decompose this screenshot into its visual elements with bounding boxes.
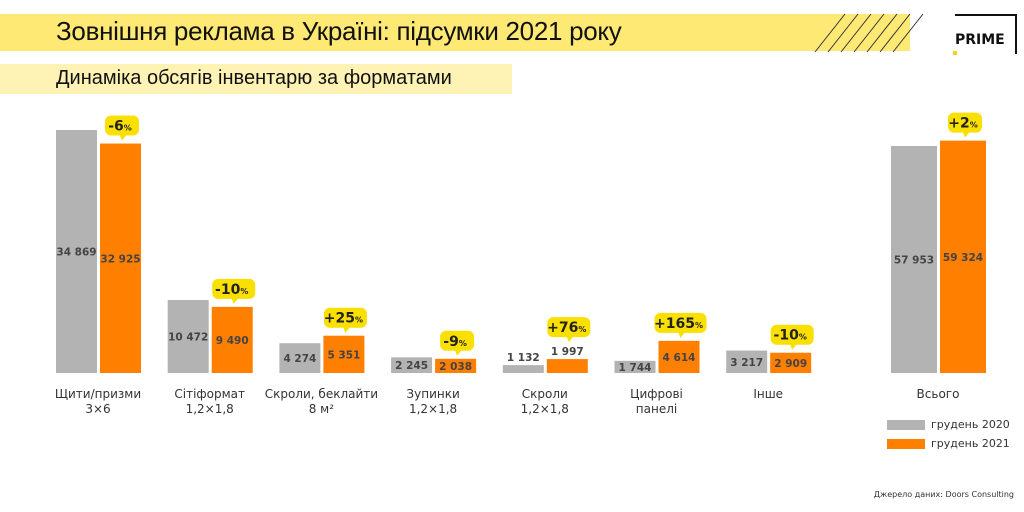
legend-swatch-2020 xyxy=(887,419,925,430)
logo-frame xyxy=(955,14,1017,54)
change-4-label: +76% xyxy=(547,320,586,336)
bar-2020-6 xyxy=(726,350,768,373)
change-2-bubble xyxy=(323,307,367,333)
page-title: Зовнішня реклама в Україні: підсумки 202… xyxy=(56,16,622,46)
change-6-label: -10% xyxy=(774,328,807,344)
legend-label-2021: грудень 2021 xyxy=(931,437,1010,450)
change-6-bubble xyxy=(770,324,814,350)
change-1-bubble xyxy=(212,278,256,304)
bar-2020-5 xyxy=(614,360,656,373)
bar-2020-4-value: 1 132 xyxy=(507,352,540,364)
bar-2021-6-value: 2 909 xyxy=(774,358,807,370)
change-total-bubble xyxy=(948,112,982,138)
category-sublabel-0: 3×6 xyxy=(85,402,110,416)
category-sublabel-3: 1,2×1,8 xyxy=(409,402,457,416)
subtitle-band xyxy=(0,64,512,94)
legend-item-2021: грудень 2021 xyxy=(887,437,1010,450)
change-5-bubble xyxy=(654,312,707,338)
category-sublabel-2: 8 м² xyxy=(309,402,335,416)
category-label-5: Цифрові xyxy=(630,387,683,401)
category-label-1: Сітіформат xyxy=(174,387,245,401)
bar-2020-3 xyxy=(391,357,433,373)
category-sublabel-1: 1,2×1,8 xyxy=(186,402,234,416)
category-label-6: Інше xyxy=(753,387,783,401)
bar-2020-6-value: 3 217 xyxy=(730,357,763,369)
bar-2021-6 xyxy=(770,352,812,373)
bar-2020-0-value: 34 869 xyxy=(56,247,96,259)
source-note: Джерело даних: Doors Consulting xyxy=(873,490,1014,499)
bar-2021-4-value: 1 997 xyxy=(551,346,584,358)
bar-2020-4 xyxy=(502,365,544,373)
bar-2021-4 xyxy=(546,359,588,373)
change-5-label: +165% xyxy=(654,316,703,332)
change-total-label: +2% xyxy=(948,116,978,132)
bar-2020-1 xyxy=(167,300,209,373)
bar-total-2020-value: 57 953 xyxy=(894,255,934,267)
legend-item-2020: грудень 2020 xyxy=(887,418,1010,431)
change-2-label: +25% xyxy=(324,311,363,327)
category-sublabel-5: панелі xyxy=(636,402,677,416)
change-1-label: -10% xyxy=(215,282,248,298)
change-4-bubble xyxy=(547,317,591,343)
bar-2020-1-value: 10 472 xyxy=(168,332,208,344)
bar-2021-5 xyxy=(658,340,700,373)
bar-2021-5-value: 4 614 xyxy=(663,352,696,364)
change-3-label: -9% xyxy=(443,334,467,350)
change-0-bubble xyxy=(105,115,139,141)
bar-2020-2-value: 4 274 xyxy=(283,353,316,365)
bar-2021-2-value: 5 351 xyxy=(327,349,360,361)
bar-2021-0-value: 32 925 xyxy=(100,253,140,265)
hatch-decoration xyxy=(814,13,924,53)
bar-total-2020 xyxy=(891,146,937,373)
logo: PRIME xyxy=(953,32,1007,48)
bar-total-2021-value: 59 324 xyxy=(943,252,983,264)
legend-label-2020: грудень 2020 xyxy=(931,418,1010,431)
category-label-total: Всього xyxy=(917,387,960,401)
bar-2020-5-value: 1 744 xyxy=(619,362,652,374)
category-label-4: Скроли xyxy=(522,387,568,401)
chart-subtitle: Динаміка обсягів інвентарю за форматами xyxy=(56,67,452,89)
bar-2020-3-value: 2 245 xyxy=(395,360,428,372)
category-label-2: Скроли, беклайти xyxy=(265,387,378,401)
bar-2021-1-value: 9 490 xyxy=(216,335,249,347)
bar-2021-0 xyxy=(100,143,141,373)
bar-total-2021 xyxy=(940,140,986,373)
change-3-bubble xyxy=(440,330,475,356)
logo-accent xyxy=(953,51,957,55)
category-label-3: Зупинки xyxy=(406,387,459,401)
category-label-0: Щити/призми xyxy=(55,387,141,401)
bar-2021-3-value: 2 038 xyxy=(439,361,472,373)
bar-2020-0 xyxy=(56,130,97,373)
change-0-label: -6% xyxy=(108,119,132,135)
bar-2021-3 xyxy=(435,358,477,373)
title-band xyxy=(0,14,910,51)
category-sublabel-4: 1,2×1,8 xyxy=(521,402,569,416)
bar-2021-1 xyxy=(211,306,253,373)
bar-2021-2 xyxy=(323,335,365,373)
bar-2020-2 xyxy=(279,343,321,373)
legend-swatch-2021 xyxy=(887,438,925,449)
